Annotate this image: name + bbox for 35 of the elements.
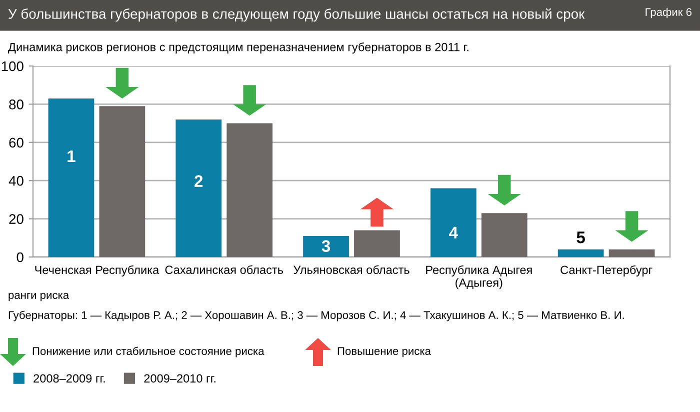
y-tick-label: 100 [2, 61, 24, 72]
bar [176, 119, 222, 257]
text: ранги риска [8, 292, 70, 302]
annotation: 3 [322, 240, 330, 252]
y-tick-label: 40 [8, 176, 24, 186]
x-tick-label: Санкт-Петербург [560, 265, 652, 276]
annotation: 1 [68, 150, 76, 162]
text: Губернаторы: 1 — Кадыров Р. А.; 2 — Хорошавин А. В.; 3 — Морозов С. И.; 4 — Тхакушинов А. К.; 5 — Матвиенко В. И. [8, 310, 624, 322]
y-tick-label: 60 [9, 138, 24, 148]
x-tick-label: Чеченская Республика [35, 265, 160, 276]
annotation: 5 [576, 232, 585, 244]
y-tick-label: 20 [9, 214, 24, 224]
annotation: 2 [194, 175, 203, 187]
y-tick-label: 80 [9, 100, 24, 110]
bar [430, 188, 476, 257]
bar [99, 106, 146, 257]
y-tick-label: 0 [16, 252, 24, 262]
bar [354, 230, 400, 257]
bar [481, 213, 528, 257]
chart-subtitle: Динамика рисков регионов с предстоящим переназначением губернаторов в 2011 г. [8, 42, 468, 54]
legend-label: 2009–2010 гг. [144, 374, 216, 383]
bar [608, 249, 655, 257]
bar [558, 249, 604, 257]
bar [226, 123, 273, 257]
text: График 6 [646, 8, 692, 18]
x-tick-label: Республика Адыгея (Адыгея) [426, 265, 532, 290]
text: Понижение или стабильное состояние риска [32, 346, 264, 358]
x-tick-label: Сахалинская область [165, 265, 284, 274]
annotation: 4 [449, 226, 458, 238]
legend-label: 2008–2009 гг. [34, 374, 105, 383]
bar [48, 98, 94, 257]
bar [303, 236, 349, 257]
x-tick-label: Ульяновская область [294, 265, 410, 274]
text: Повышение риска [338, 347, 431, 358]
chart-title: У большинства губернаторов в следующем году большие шансы остаться на новый срок [8, 8, 585, 22]
